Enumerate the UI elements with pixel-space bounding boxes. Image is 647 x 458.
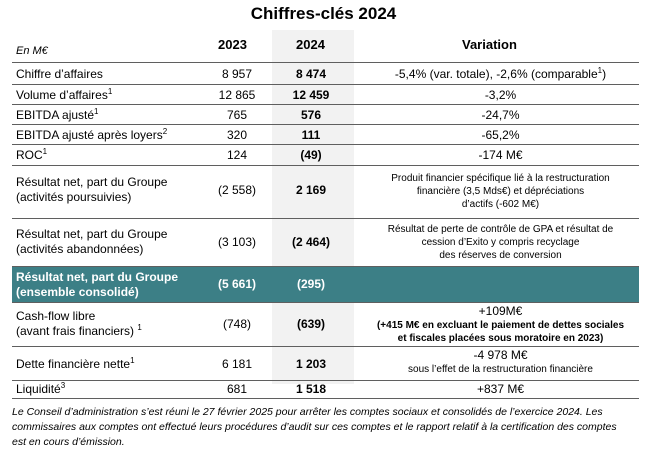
table-row-resultat-net-abandonnees: Résultat net, part du Groupe (activités a… — [12, 219, 639, 266]
table-row-resultat-net-poursuivies: Résultat net, part du Groupe (activités p… — [12, 166, 639, 218]
value-2024: 576 — [300, 108, 322, 122]
row-label: Cash-flow libre (avant frais financiers) … — [16, 309, 142, 338]
separator — [12, 380, 639, 381]
variation: Produit financier spécifique lié à la re… — [391, 173, 610, 210]
separator — [12, 62, 639, 63]
row-label: Résultat net, part du Groupe (activités p… — [16, 175, 168, 204]
table-row-resultat-net-consolide: Résultat net, part du Groupe (ensemble co… — [12, 267, 639, 302]
header-2023: 2023 — [218, 37, 247, 52]
value-2023: (3 103) — [217, 235, 257, 249]
value-2024: 1 518 — [295, 382, 327, 396]
header-variation: Variation — [462, 37, 517, 52]
variation: -174 M€ — [478, 148, 523, 162]
value-2024: 111 — [301, 128, 321, 142]
header-2024: 2024 — [296, 37, 325, 52]
table-row-volume-affaires: Volume d’affaires1 12 865 12 459 -3,2% — [12, 85, 639, 104]
separator — [12, 84, 639, 85]
variation: -65,2% — [481, 128, 520, 142]
row-label: Volume d’affaires1 — [16, 87, 113, 103]
variation: -3,2% — [484, 88, 517, 102]
value-2024: 12 459 — [292, 88, 330, 102]
row-label: Résultat net, part du Groupe (ensemble co… — [16, 270, 179, 299]
separator — [12, 266, 639, 267]
separator — [12, 144, 639, 145]
unit-label: En M€ — [16, 45, 48, 57]
table-row-ebitda-apres-loyers: EBITDA ajusté après loyers2 320 111 -65,… — [12, 125, 639, 144]
table-row-liquidite: Liquidité3 681 1 518 +837 M€ — [12, 381, 639, 398]
row-label: Résultat net, part du Groupe (activités a… — [16, 227, 168, 256]
value-2024: 8 474 — [295, 67, 327, 81]
separator — [12, 165, 639, 166]
separator — [12, 104, 639, 105]
value-2024: (2 464) — [291, 235, 331, 249]
value-2023: (5 661) — [217, 277, 257, 291]
value-2023: 12 865 — [218, 88, 256, 102]
table-row-chiffre-affaires: Chiffre d’affaires 8 957 8 474 -5,4% (va… — [12, 63, 639, 84]
separator — [12, 346, 639, 347]
value-2024: (49) — [300, 148, 322, 162]
value-2023: 6 181 — [221, 357, 253, 371]
value-2024: 1 203 — [295, 357, 327, 371]
value-2024: (639) — [296, 317, 325, 331]
variation: +837 M€ — [476, 382, 525, 396]
value-2023: (748) — [222, 317, 251, 331]
value-2023: 124 — [226, 148, 248, 162]
row-label: EBITDA ajusté après loyers2 — [16, 127, 168, 143]
value-2024: (295) — [296, 277, 325, 291]
highlight-2024-column — [272, 30, 354, 384]
value-2023: 765 — [226, 108, 248, 122]
row-label: Dette financière nette1 — [16, 356, 135, 372]
value-2024: 2 169 — [295, 183, 327, 197]
variation: -4 978 M€ sous l’effet de la restructura… — [408, 348, 593, 375]
table-row-ebitda-ajuste: EBITDA ajusté1 765 576 -24,7% — [12, 105, 639, 124]
table-row-cash-flow-libre: Cash-flow libre (avant frais financiers) … — [12, 303, 639, 346]
variation: Résultat de perte de contrôle de GPA et … — [387, 224, 614, 261]
separator — [12, 302, 639, 303]
table-title: Chiffres-clés 2024 — [250, 4, 397, 23]
row-label: ROC1 — [16, 147, 48, 163]
variation: +109M€ (+415 M€ en excluant le paiement … — [376, 304, 625, 344]
footnote: Le Conseil d’administration s’est réuni … — [12, 406, 617, 448]
separator — [12, 124, 639, 125]
separator — [12, 398, 639, 399]
row-label: Liquidité3 — [16, 381, 66, 397]
table-row-dette-financiere-nette: Dette financière nette1 6 181 1 203 -4 9… — [12, 347, 639, 380]
row-label: EBITDA ajusté1 — [16, 107, 99, 123]
separator — [12, 218, 639, 219]
value-2023: 320 — [226, 128, 248, 142]
table-row-roc: ROC1 124 (49) -174 M€ — [12, 145, 639, 165]
value-2023: 681 — [226, 382, 248, 396]
variation: -5,4% (var. totale), -2,6% (comparable1) — [394, 66, 607, 82]
value-2023: 8 957 — [221, 67, 253, 81]
row-label: Chiffre d’affaires — [16, 67, 103, 81]
value-2023: (2 558) — [217, 183, 257, 197]
variation: -24,7% — [481, 108, 520, 122]
